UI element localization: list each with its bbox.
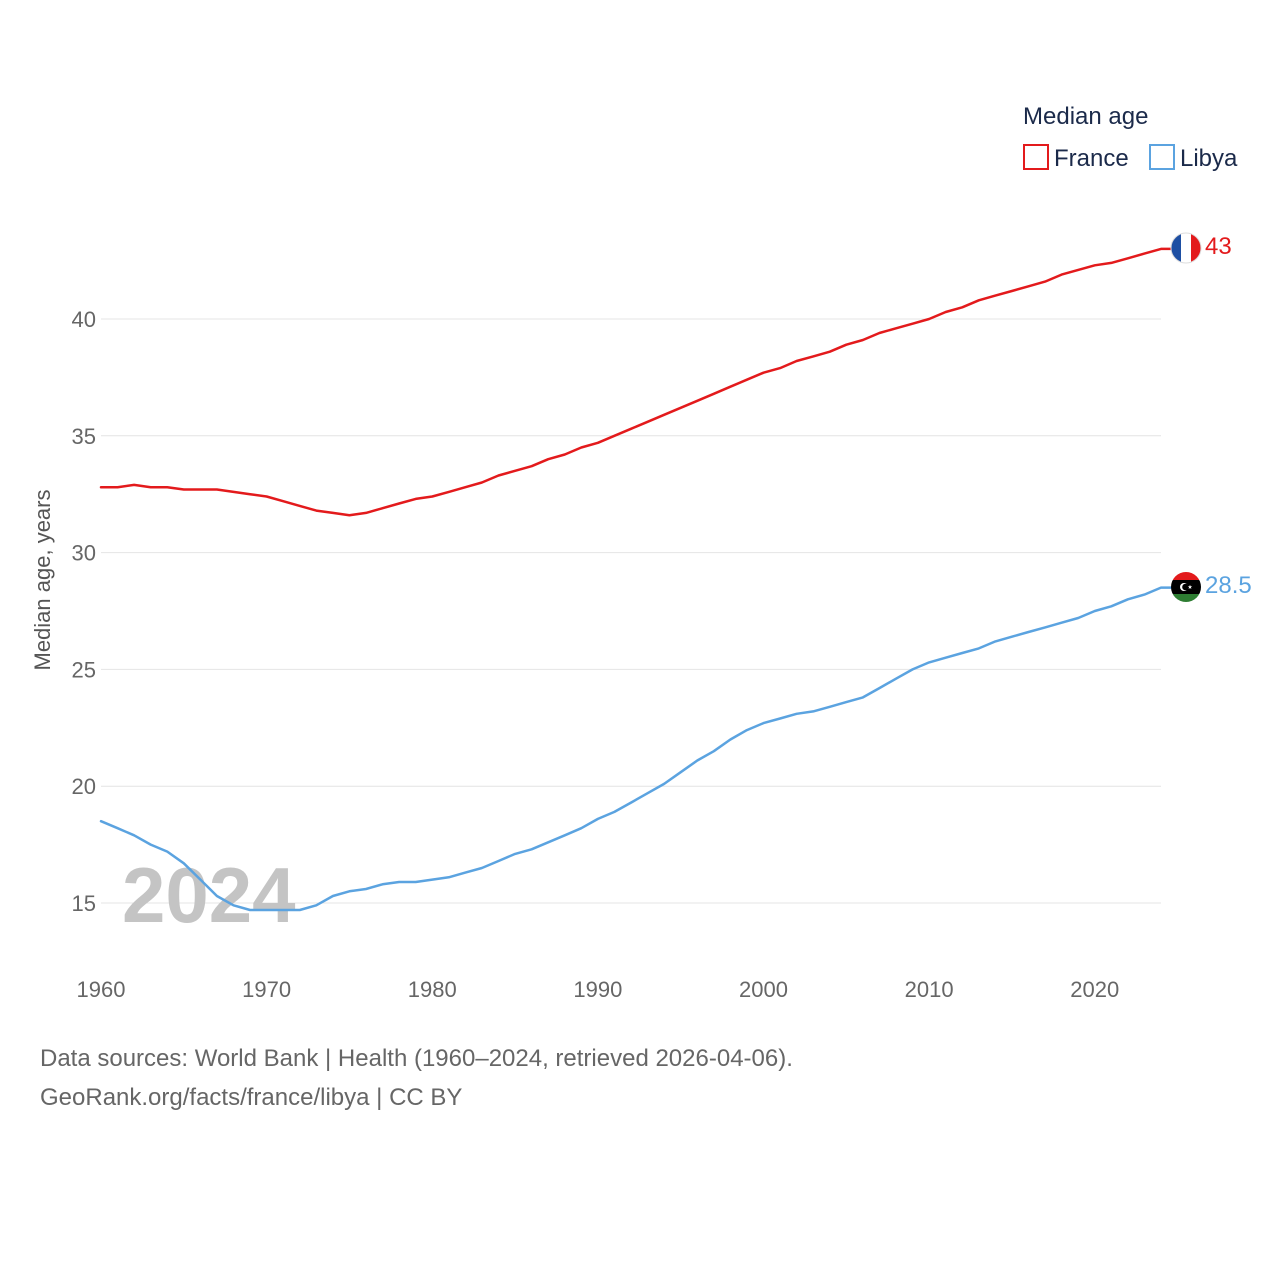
y-tick-label-20: 20 [72,774,96,799]
france-end-value: 43 [1205,233,1232,260]
year-watermark: 2024 [122,851,296,939]
series-lines [99,247,1173,912]
legend-swatch-libya[interactable] [1149,144,1175,170]
y-tick-label-35: 35 [72,424,96,449]
legend: Median age France Libya [1023,103,1238,172]
y-axis-title: Median age, years [30,490,55,671]
libya-end-value: 28.5 [1205,572,1252,599]
legend-title: Median age [1023,103,1148,130]
data-sources-note: Data sources: World Bank | Health (1960–… [40,1045,793,1072]
legend-swatch-france[interactable] [1023,144,1049,170]
france-flag-ring [1170,232,1202,264]
legend-label-libya[interactable]: Libya [1180,145,1238,172]
x-tick-label-1970: 1970 [242,977,291,1002]
credit-link[interactable]: GeoRank.org/facts/france/libya | CC BY [40,1084,463,1111]
y-tick-label-15: 15 [72,891,96,916]
y-axis-ticks: 15 20 25 30 35 40 [72,307,96,916]
y-tick-label-40: 40 [72,307,96,332]
x-tick-label-1980: 1980 [408,977,457,1002]
x-tick-label-2020: 2020 [1070,977,1119,1002]
x-tick-label-1990: 1990 [573,977,622,1002]
x-tick-label-2010: 2010 [905,977,954,1002]
median-age-chart: 15 20 25 30 35 40 1960 1970 1980 1990 2000 2010 202… [30,103,1252,1002]
series-line-libya[interactable] [99,586,1173,912]
gridlines [101,318,1161,904]
x-tick-label-2000: 2000 [739,977,788,1002]
y-tick-label-25: 25 [72,657,96,682]
legend-label-france[interactable]: France [1054,145,1129,172]
france-flag-icon [1171,233,1201,263]
y-tick-label-30: 30 [72,541,96,566]
libya-flag-icon [1171,572,1201,602]
series-line-france[interactable] [99,247,1173,517]
x-tick-label-1960: 1960 [77,977,126,1002]
x-axis-ticks: 1960 1970 1980 1990 2000 2010 2020 [77,977,1120,1002]
